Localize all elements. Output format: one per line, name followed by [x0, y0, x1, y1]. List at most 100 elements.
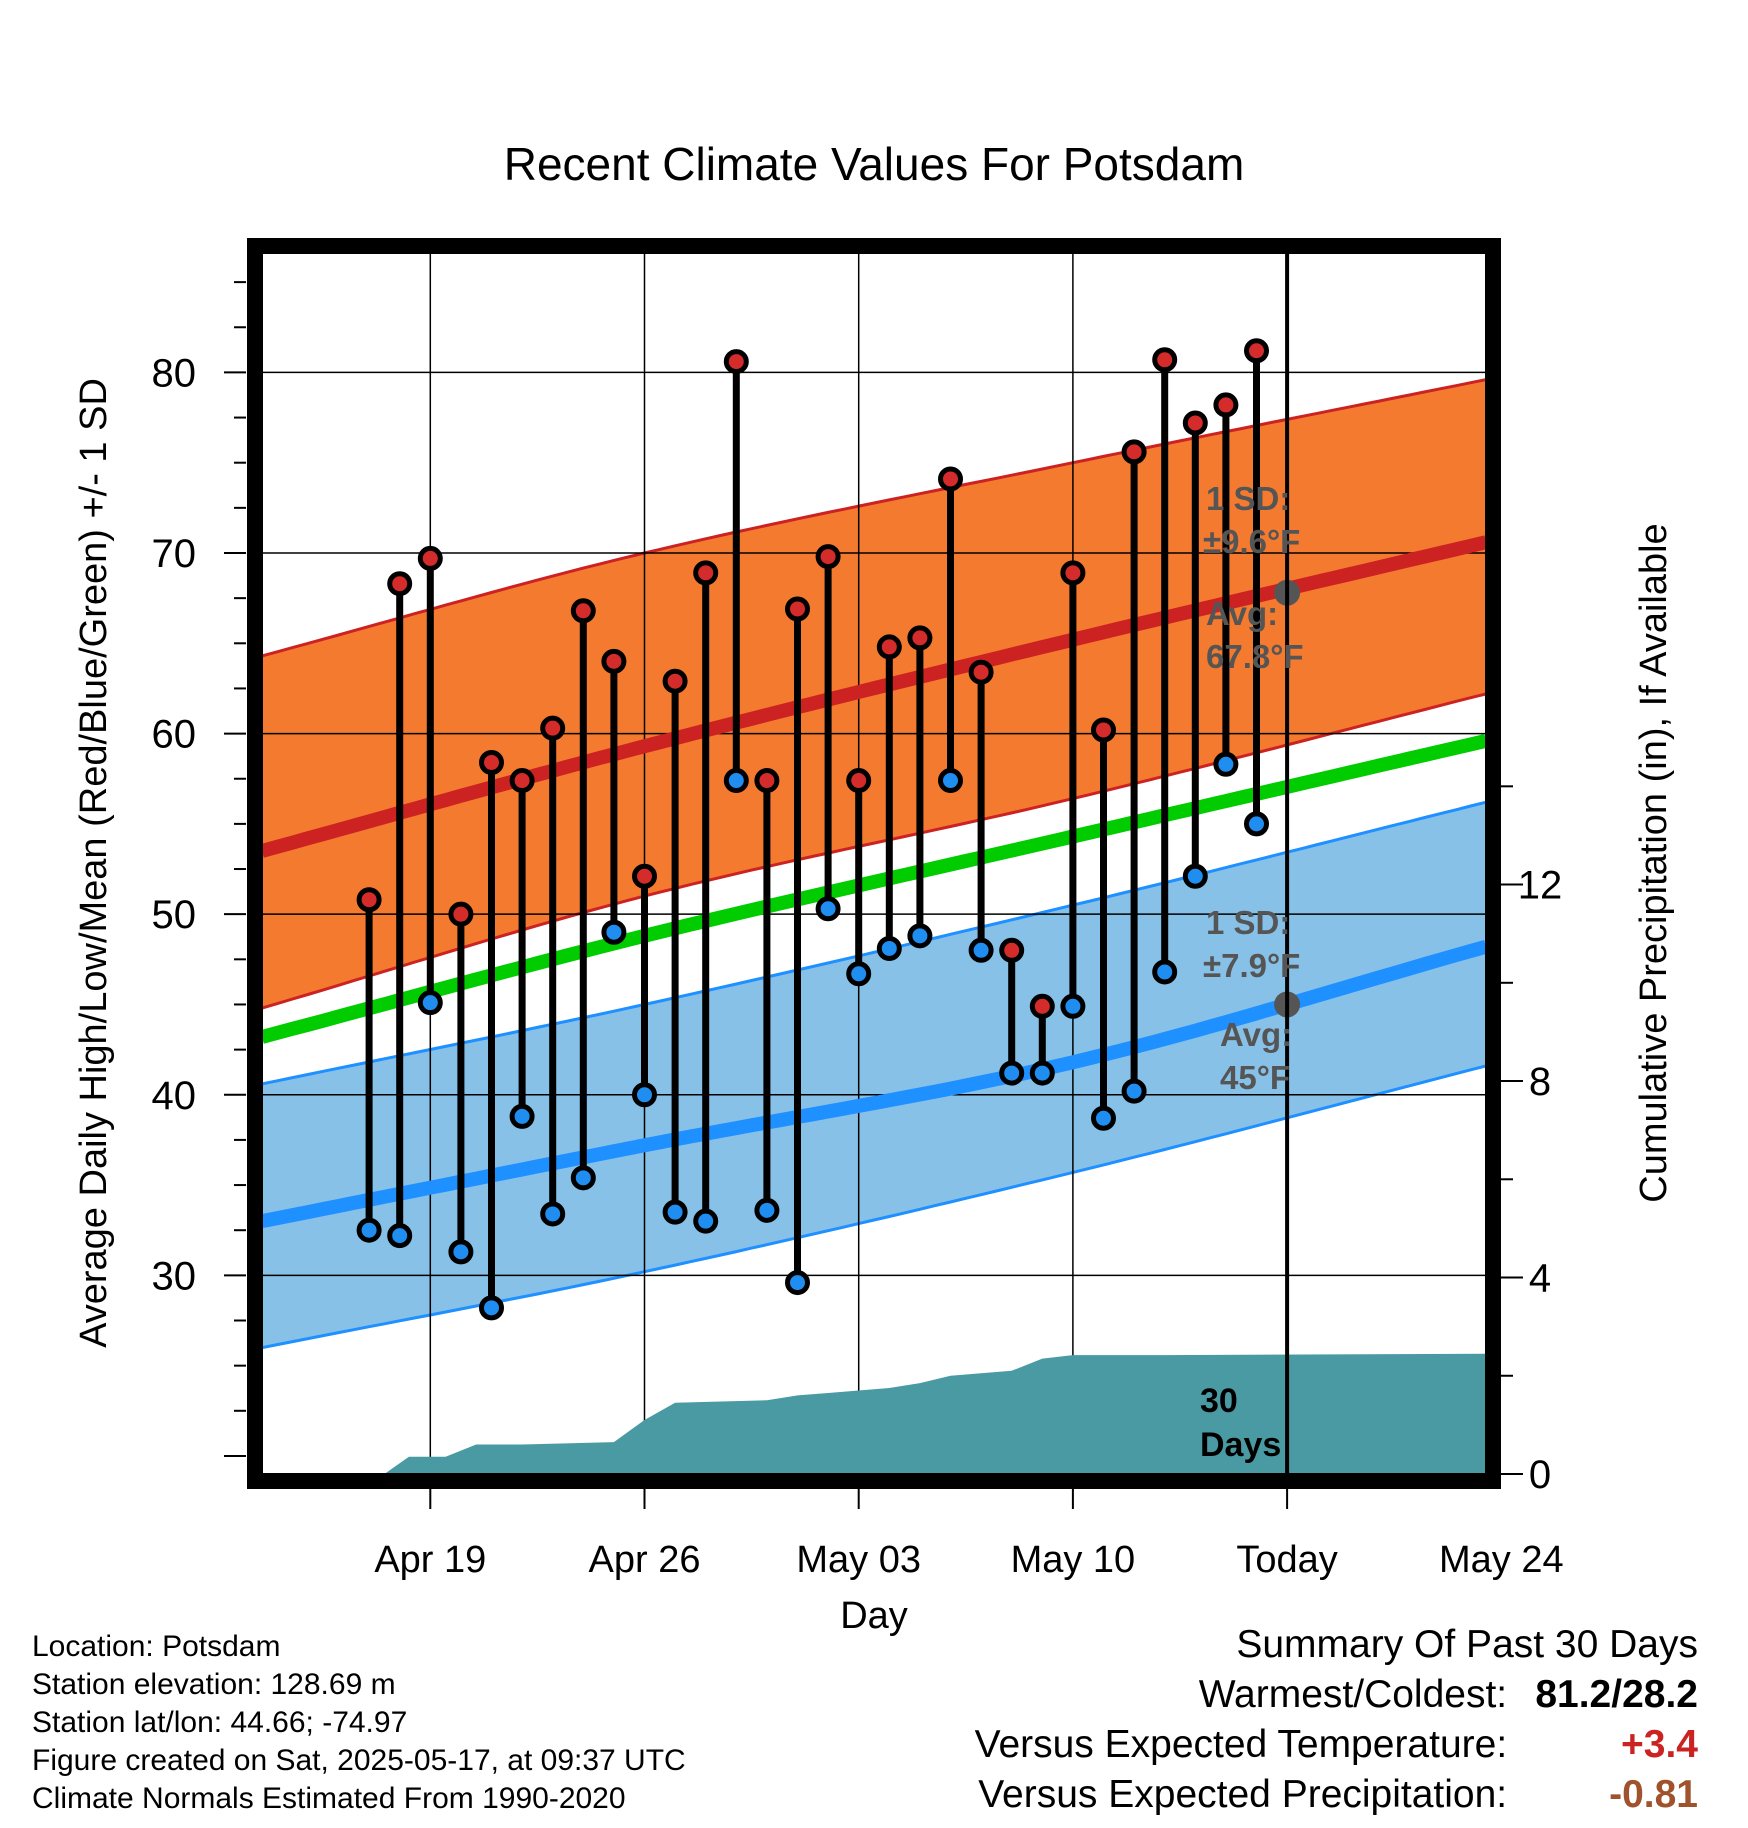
high-band-lower-edge: [262, 692, 1486, 1010]
daily-low-point: [1244, 811, 1269, 837]
high-sd-value: ±9.6°F: [1203, 523, 1300, 560]
daily-low-point: [1152, 959, 1178, 985]
daily-low-point: [601, 919, 627, 945]
daily-high-point: [1091, 717, 1116, 743]
low-avg-label: Avg:: [1220, 1016, 1292, 1053]
daily-low-point: [938, 768, 963, 794]
daily-high-point: [815, 544, 841, 570]
daily-low-point: [448, 1239, 474, 1265]
days-label-number: 30: [1200, 1382, 1238, 1420]
daily-high-point: [938, 466, 963, 492]
daily-high-point: [1029, 993, 1055, 1019]
daily-low-point: [907, 923, 933, 949]
daily-low-point: [723, 768, 749, 794]
daily-high-point: [846, 768, 872, 794]
summary-temp: Versus Expected Temperature: +3.4: [975, 1720, 1698, 1770]
high-band-upper-edge: [262, 378, 1486, 658]
y2-tick-label: 0: [1529, 1453, 1551, 1497]
daily-high-point: [509, 768, 535, 794]
summary-title: Summary Of Past 30 Days: [1236, 1623, 1698, 1666]
plot-frame: [247, 238, 1501, 1489]
precip-value: -0.81: [1609, 1773, 1698, 1816]
daily-low-point: [1029, 1060, 1055, 1086]
daily-high-point: [999, 937, 1025, 963]
y2-tick-label: 12: [1518, 864, 1563, 908]
daily-low-point: [754, 1197, 780, 1223]
daily-low-point: [540, 1201, 566, 1227]
low-band-lower-edge: [262, 1064, 1486, 1350]
y2-tick-label: 4: [1529, 1257, 1551, 1301]
daily-low-point: [846, 961, 872, 987]
temp-value: +3.4: [1621, 1723, 1698, 1766]
latlon-text: Station lat/lon: 44.66; -74.97: [32, 1706, 408, 1739]
low-sd-value: ±7.9°F: [1203, 947, 1300, 984]
daily-low-point: [509, 1103, 535, 1129]
daily-high-point: [1060, 560, 1086, 586]
daily-low-point: [1121, 1078, 1147, 1104]
daily-low-point: [1091, 1105, 1116, 1131]
warm-cold-label: Warmest/Coldest:: [1198, 1673, 1508, 1716]
daily-high-point: [417, 545, 443, 571]
high-sd-label: 1 SD:: [1206, 480, 1290, 517]
y-tick-label: 60: [152, 713, 197, 757]
daily-high-point: [968, 659, 994, 685]
daily-low-point: [876, 935, 902, 961]
daily-low-point: [815, 896, 841, 922]
daily-low-point: [356, 1217, 382, 1243]
daily-high-point: [1244, 338, 1269, 364]
daily-high-point: [693, 560, 719, 586]
daily-high-point: [570, 598, 596, 624]
x-axis-label: Day: [840, 1595, 908, 1637]
x-tick-label: Apr 19: [374, 1539, 486, 1581]
daily-high-point: [907, 625, 933, 651]
high-avg-value: 67.8°F: [1206, 638, 1304, 675]
summary-warm-cold: Warmest/Coldest: 81.2/28.2: [975, 1670, 1698, 1720]
daily-high-point: [1121, 439, 1147, 465]
daily-low-point: [662, 1199, 688, 1225]
y-tick-label: 80: [152, 351, 197, 395]
daily-high-point: [1182, 410, 1208, 436]
daily-high-point: [723, 349, 749, 375]
high-avg-label: Avg:: [1206, 595, 1278, 632]
daily-low-point: [1182, 863, 1208, 889]
low-sd-label: 1 SD:: [1206, 904, 1290, 941]
daily-low-point: [785, 1270, 810, 1296]
x-tick-label: Apr 26: [589, 1539, 701, 1581]
y2-axis-label: Cumulative Precipitation (in), If Availa…: [1633, 523, 1675, 1202]
chart-title: Recent Climate Values For Potsdam: [504, 138, 1245, 190]
daily-low-point: [632, 1082, 657, 1108]
annotations: 1 SD: ±9.6°F Avg: 67.8°F 1 SD: ±7.9°F Av…: [1200, 480, 1304, 1464]
y-tick-label: 70: [152, 532, 197, 576]
y2-tick-label: 8: [1529, 1060, 1551, 1104]
station-info: Location: Potsdam Station elevation: 128…: [32, 1628, 686, 1818]
location-text: Location: Potsdam: [32, 1630, 281, 1663]
y-tick-label: 40: [152, 1074, 197, 1118]
normals-text: Climate Normals Estimated From 1990-2020: [32, 1782, 626, 1815]
daily-high-point: [479, 749, 504, 775]
days-label-word: Days: [1200, 1426, 1281, 1464]
low-sd-band: [262, 802, 1486, 1348]
daily-low-point: [387, 1223, 413, 1249]
daily-high-point: [601, 648, 627, 674]
daily-high-point: [356, 887, 382, 913]
daily-high-point: [662, 668, 688, 694]
daily-high-point: [387, 571, 413, 597]
y-axis-label: Average Daily High/Low/Mean (Red/Blue/Gr…: [73, 378, 115, 1348]
low-avg-value: 45°F: [1220, 1059, 1290, 1096]
daily-high-point: [632, 863, 657, 889]
daily-low-point: [693, 1208, 719, 1234]
x-tick-label: May 10: [1011, 1539, 1136, 1581]
x-tick-label: May 03: [796, 1539, 921, 1581]
elevation-text: Station elevation: 128.69 m: [32, 1668, 396, 1701]
x-tick-label: Today: [1236, 1539, 1337, 1581]
summary-panel: Summary Of Past 30 Days Warmest/Coldest:…: [975, 1620, 1698, 1820]
daily-high-point: [754, 768, 780, 794]
warm-cold-value: 81.2/28.2: [1535, 1673, 1698, 1716]
temp-label: Versus Expected Temperature:: [974, 1723, 1508, 1766]
y-tick-label: 30: [152, 1254, 197, 1298]
daily-low-point: [570, 1165, 596, 1191]
daily-high-point: [785, 596, 810, 622]
daily-low-point: [417, 990, 443, 1016]
